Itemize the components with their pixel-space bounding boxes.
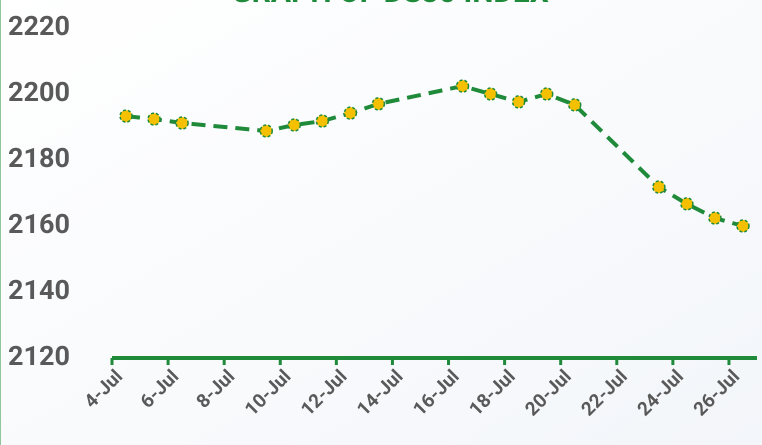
y-tick-label: 2140 bbox=[8, 274, 70, 306]
data-point bbox=[483, 87, 498, 101]
data-point bbox=[119, 109, 133, 123]
y-tick-label: 2220 bbox=[8, 10, 70, 42]
data-point bbox=[371, 97, 386, 111]
data-point bbox=[680, 197, 694, 211]
y-tick-label: 2200 bbox=[8, 76, 70, 108]
data-point bbox=[511, 95, 526, 109]
y-tick-label: 2120 bbox=[8, 340, 70, 372]
data-point bbox=[175, 116, 189, 130]
data-point bbox=[567, 98, 582, 112]
data-point bbox=[287, 118, 302, 132]
chart-title: GRAPH OF DS30 INDEX bbox=[231, 0, 549, 10]
data-point bbox=[708, 211, 722, 225]
y-tick-label: 2160 bbox=[8, 208, 70, 240]
data-point bbox=[343, 106, 358, 120]
y-tick-label: 2180 bbox=[8, 142, 70, 174]
data-point bbox=[539, 87, 554, 101]
data-point bbox=[259, 124, 273, 138]
data-point bbox=[736, 219, 750, 233]
data-point bbox=[652, 180, 666, 194]
data-point bbox=[455, 79, 470, 93]
data-point bbox=[315, 114, 330, 128]
data-point bbox=[147, 112, 161, 126]
